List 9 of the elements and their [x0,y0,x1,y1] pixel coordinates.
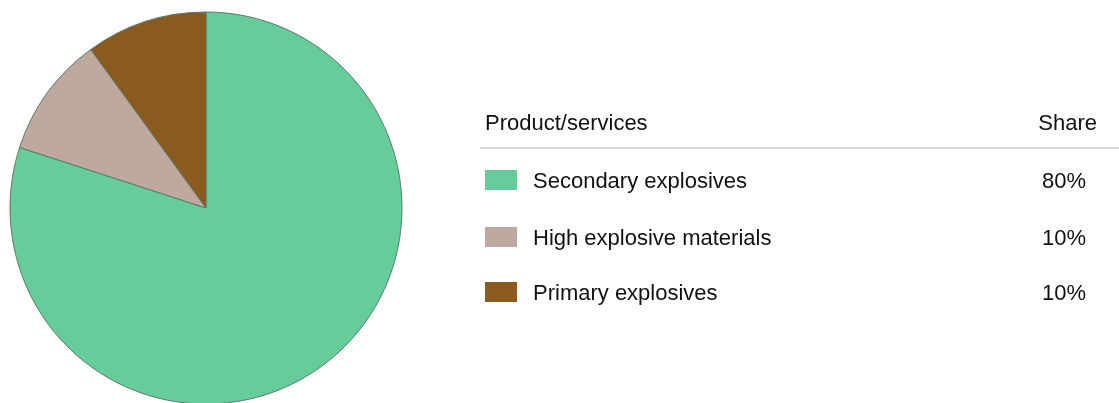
legend-label: Primary explosives [533,280,718,305]
legend-title: Product/services [485,110,648,135]
text: Share [1038,110,1097,135]
legend-label: High explosive materials [533,225,772,250]
data-label: 10% [1041,280,1086,305]
pie-slice [9,11,403,403]
data-label: 80% [1041,168,1086,193]
data-label: 10% [1041,225,1086,250]
legend-label: Secondary explosives [533,168,748,193]
